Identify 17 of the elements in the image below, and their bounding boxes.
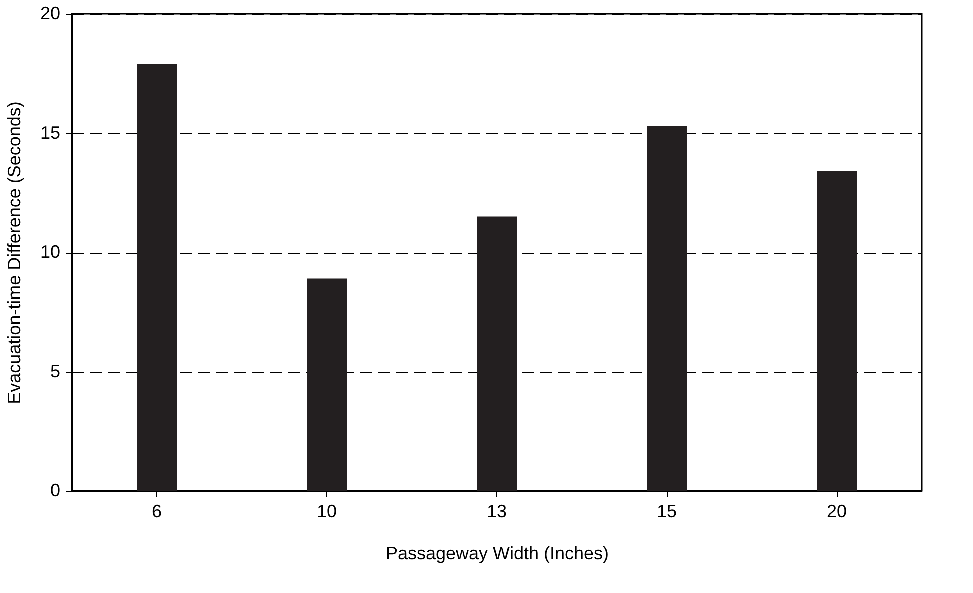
y-tick-label: 10: [40, 242, 60, 262]
x-tick-label: 13: [486, 502, 508, 522]
bar: [307, 278, 347, 491]
x-tick-label: 15: [656, 502, 678, 522]
bar: [137, 64, 177, 491]
y-tick-label: 20: [40, 4, 60, 24]
y-tick-label: 5: [50, 361, 60, 382]
bar: [817, 171, 857, 491]
x-tick-label: 6: [152, 502, 162, 522]
x-axis-title: Passageway Width (Inches): [386, 544, 610, 564]
bar: [477, 216, 517, 491]
x-tick-label: 20: [826, 502, 848, 522]
bar: [647, 126, 687, 491]
y-tick-label: 0: [50, 480, 60, 500]
x-tick-label: 10: [316, 502, 338, 522]
y-tick-label: 15: [40, 122, 60, 143]
y-axis-title: Evacuation-time Difference (Seconds): [4, 102, 24, 404]
